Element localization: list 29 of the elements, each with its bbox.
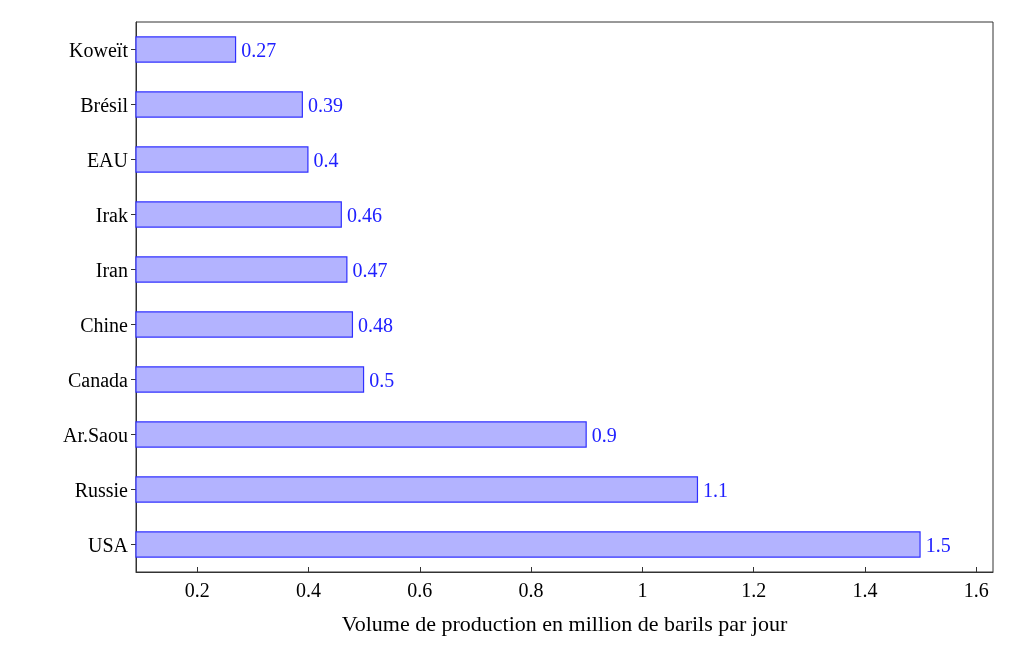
data-label: 0.27 xyxy=(241,38,277,61)
x-tick-label: 0.2 xyxy=(184,579,210,601)
y-tick-label: Brésil xyxy=(80,93,129,116)
x-tick-label: 0.6 xyxy=(407,579,433,601)
y-tick-label: Russie xyxy=(74,478,129,501)
data-label: 1.5 xyxy=(925,533,951,556)
data-label: 0.5 xyxy=(369,368,395,391)
y-tick-label: USA xyxy=(87,533,129,556)
x-tick-label: 1 xyxy=(637,579,648,601)
data-label: 0.46 xyxy=(346,203,382,226)
y-tick-label: Ar.Saou xyxy=(63,423,128,446)
x-tick-label: 1.2 xyxy=(741,579,767,601)
y-tick-label: Chine xyxy=(80,313,129,336)
data-label: 0.39 xyxy=(307,93,343,116)
y-tick-label: Iran xyxy=(95,258,128,281)
x-tick-label: 1.4 xyxy=(852,579,878,601)
y-tick-label: EAU xyxy=(86,148,129,171)
x-tick-label: 0.8 xyxy=(518,579,544,601)
data-label: 0.9 xyxy=(591,423,617,446)
x-axis-title: Volume de production en million de barils par jour xyxy=(341,610,788,636)
x-tick-label: 0.4 xyxy=(296,579,322,601)
y-tick-label: Koweït xyxy=(69,38,129,61)
data-label: 1.1 xyxy=(703,478,729,501)
data-label: 0.4 xyxy=(313,148,339,171)
y-tick-label: Irak xyxy=(95,203,128,226)
data-label: 0.47 xyxy=(352,258,388,281)
y-tick-label: Canada xyxy=(68,368,129,391)
data-label: 0.48 xyxy=(358,313,394,336)
x-tick-label: 1.6 xyxy=(963,579,989,601)
